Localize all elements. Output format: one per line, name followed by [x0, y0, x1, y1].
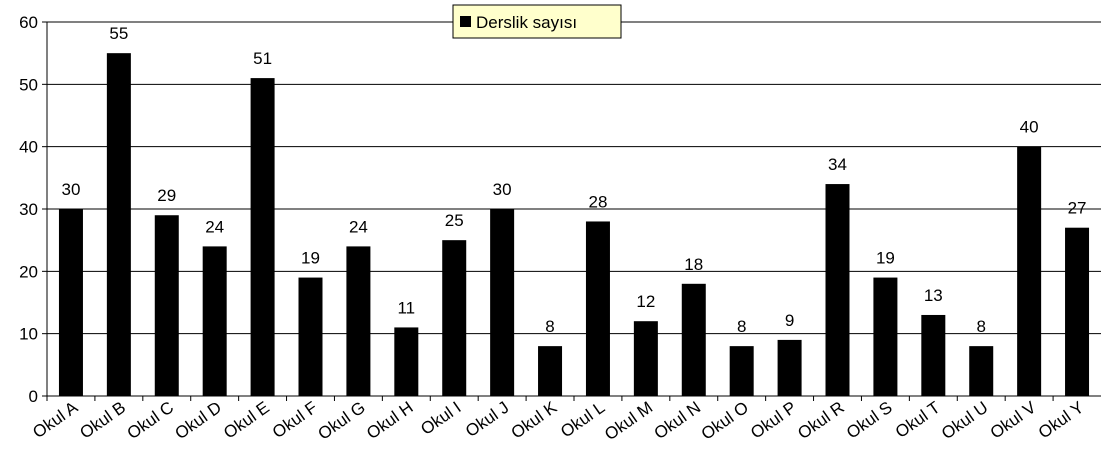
- value-label: 18: [684, 255, 703, 274]
- bar: [490, 209, 515, 396]
- y-tick-label: 40: [19, 138, 38, 157]
- value-label: 13: [924, 286, 943, 305]
- bar: [681, 283, 706, 396]
- y-tick-label: 20: [19, 262, 38, 281]
- value-label: 30: [493, 180, 512, 199]
- bar: [394, 327, 419, 396]
- y-tick-label: 30: [19, 200, 38, 219]
- x-tick-label: Okul J: [462, 398, 512, 441]
- bar: [106, 53, 131, 397]
- x-tick-label: Okul I: [417, 398, 464, 439]
- value-label: 11: [397, 298, 415, 317]
- x-tick-label: Okul F: [269, 398, 321, 442]
- x-tick-label: Okul C: [124, 398, 177, 443]
- legend-box: [452, 4, 622, 39]
- bar: [346, 246, 371, 396]
- x-tick-label: Okul B: [76, 398, 129, 443]
- legend-label: Derslik sayısı: [476, 13, 577, 32]
- bar: [298, 277, 323, 396]
- x-tick-label: Okul Y: [1035, 398, 1087, 443]
- x-tick-label: Okul D: [172, 398, 225, 443]
- value-label: 34: [828, 155, 847, 174]
- x-tick-label: Okul V: [987, 397, 1040, 442]
- bar: [969, 346, 994, 396]
- bar: [202, 246, 227, 396]
- x-tick-label: Okul O: [698, 398, 752, 444]
- x-tick-label: Okul S: [843, 398, 896, 443]
- bar: [777, 339, 802, 396]
- x-tick-label: Okul P: [747, 398, 800, 443]
- x-tick-label: Okul L: [557, 398, 608, 442]
- value-label: 19: [301, 249, 320, 268]
- x-tick-label: Okul G: [314, 398, 368, 444]
- x-tick-label: Okul R: [794, 398, 847, 443]
- value-label: 25: [445, 211, 464, 230]
- value-label: 19: [876, 249, 895, 268]
- x-tick-label: Okul M: [601, 398, 656, 444]
- value-label: 55: [109, 24, 128, 43]
- y-tick-label: 10: [19, 325, 38, 344]
- bar: [585, 221, 610, 396]
- value-label: 12: [636, 292, 655, 311]
- value-label: 51: [253, 49, 272, 68]
- y-tick-label: 50: [19, 75, 38, 94]
- bar: [58, 209, 83, 396]
- value-label: 24: [349, 217, 368, 236]
- bar: [729, 346, 754, 396]
- bar: [250, 78, 275, 396]
- value-label: 8: [545, 317, 554, 336]
- y-tick-label: 0: [29, 387, 38, 406]
- bar: [1017, 146, 1042, 396]
- value-label: 24: [205, 217, 224, 236]
- value-label: 8: [976, 317, 985, 336]
- value-label: 30: [61, 180, 80, 199]
- value-label: 27: [1068, 199, 1087, 218]
- y-tick-label: 60: [19, 13, 38, 32]
- bar: [873, 277, 898, 396]
- x-tick-label: Okul U: [938, 398, 991, 443]
- bar: [921, 314, 946, 396]
- bar: [154, 215, 179, 396]
- value-label: 8: [737, 317, 746, 336]
- value-label: 40: [1020, 118, 1039, 137]
- x-tick-label: Okul N: [651, 398, 704, 443]
- x-tick-label: Okul H: [363, 398, 416, 443]
- value-label: 9: [785, 311, 794, 330]
- bar: [825, 184, 850, 396]
- legend-swatch: [460, 16, 471, 27]
- x-tick-label: Okul E: [220, 398, 273, 443]
- bar: [442, 240, 467, 396]
- legend: Derslik sayısı: [452, 4, 622, 39]
- x-tick-label: Okul T: [892, 398, 944, 442]
- bar: [538, 346, 563, 396]
- bar: [633, 321, 658, 396]
- bar: [1065, 227, 1090, 396]
- value-label: 29: [157, 186, 176, 205]
- value-label: 28: [588, 192, 607, 211]
- x-tick-label: Okul K: [508, 397, 561, 442]
